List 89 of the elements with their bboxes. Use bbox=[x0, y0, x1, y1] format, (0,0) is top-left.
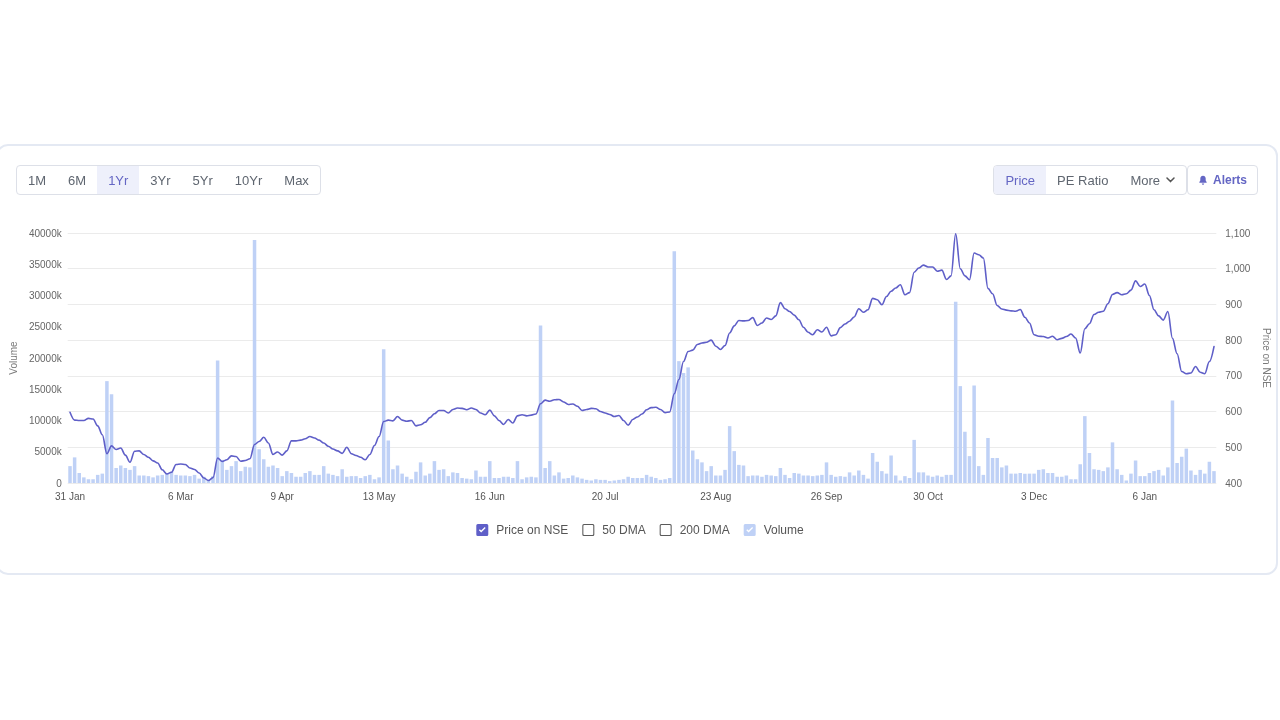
text: Max bbox=[273, 166, 320, 194]
y2-tick-label: 1,000 bbox=[1225, 263, 1251, 275]
bar bbox=[331, 474, 335, 483]
bar bbox=[843, 476, 847, 483]
text: 1Yr bbox=[97, 166, 140, 194]
text: 6M bbox=[57, 166, 98, 194]
text: More bbox=[1119, 166, 1186, 194]
text: 1M bbox=[17, 166, 58, 194]
text: 5Yr bbox=[181, 166, 224, 194]
text: Alerts bbox=[1187, 166, 1257, 194]
bar bbox=[308, 471, 312, 483]
y2-tick-label: 800 bbox=[1225, 334, 1243, 346]
bar bbox=[1023, 473, 1027, 483]
bar bbox=[174, 474, 178, 483]
bar bbox=[1069, 479, 1073, 483]
y2-tick-label: 400 bbox=[1225, 477, 1243, 489]
y2-tick-label: 700 bbox=[1225, 370, 1243, 382]
line-series bbox=[69, 232, 1215, 482]
bar bbox=[271, 465, 275, 483]
y2-axis-title: Price on NSE bbox=[1260, 327, 1272, 389]
bar bbox=[497, 478, 501, 483]
bar bbox=[621, 479, 626, 483]
bar bbox=[1152, 471, 1156, 483]
x-tick-label: 9 Apr bbox=[270, 490, 295, 502]
bar bbox=[972, 385, 976, 483]
y2-tick-label: 1,100 bbox=[1225, 227, 1251, 239]
x-tick-label: 30 Oct bbox=[913, 490, 943, 502]
y-axis-title: Volume bbox=[7, 340, 19, 375]
y2-tick-label: 500 bbox=[1225, 441, 1243, 453]
x-tick-label: 31 Jan bbox=[55, 490, 86, 502]
y-tick-label: 40000k bbox=[28, 227, 63, 239]
y-tick-label: 20000k bbox=[28, 352, 63, 364]
bar bbox=[575, 477, 580, 483]
bar bbox=[617, 479, 621, 483]
bar bbox=[686, 367, 690, 483]
legend-label: Volume bbox=[763, 523, 805, 537]
text: PE Ratio bbox=[1046, 166, 1120, 194]
bar bbox=[986, 438, 990, 483]
bar bbox=[372, 479, 377, 483]
x-tick-label: 6 Mar bbox=[167, 490, 195, 502]
bar bbox=[451, 472, 455, 483]
bar bbox=[580, 478, 584, 483]
bar bbox=[806, 475, 810, 483]
y-tick-label: 15000k bbox=[28, 383, 63, 395]
bar bbox=[760, 476, 764, 483]
bar bbox=[889, 455, 893, 483]
bar bbox=[474, 470, 478, 483]
bar bbox=[926, 475, 930, 483]
x-tick-label: 3 Dec bbox=[1021, 490, 1048, 502]
text: 3Yr bbox=[139, 166, 182, 194]
bar bbox=[105, 381, 109, 483]
x-tick-label: 16 Jun bbox=[474, 490, 505, 502]
bar bbox=[1032, 473, 1036, 483]
bar bbox=[234, 461, 238, 483]
x-tick-label: 13 May bbox=[362, 490, 396, 502]
y-tick-label: 0 bbox=[56, 477, 63, 489]
bar bbox=[294, 476, 298, 483]
x-tick-label: 26 Sep bbox=[810, 490, 843, 502]
bar bbox=[700, 462, 704, 483]
text: Price bbox=[994, 166, 1047, 194]
y2-tick-label: 900 bbox=[1225, 298, 1243, 310]
x-tick-label: 6 Jan bbox=[1132, 490, 1158, 502]
y2-tick-label: 600 bbox=[1225, 406, 1243, 418]
x-tick-label: 20 Jul bbox=[591, 490, 619, 502]
legend-label: 200 DMA bbox=[679, 523, 730, 537]
bar bbox=[1046, 473, 1050, 483]
bar bbox=[91, 479, 95, 483]
bar bbox=[903, 476, 907, 483]
legend-label: Price on NSE bbox=[496, 523, 569, 537]
bar bbox=[86, 479, 91, 483]
text: 10Yr bbox=[223, 166, 274, 194]
bar bbox=[188, 476, 192, 483]
bar bbox=[594, 479, 598, 483]
y-tick-label: 5000k bbox=[34, 446, 63, 458]
x-tick-label: 23 Aug bbox=[700, 490, 732, 502]
bar bbox=[640, 478, 644, 483]
bar bbox=[557, 472, 561, 483]
bar bbox=[603, 479, 607, 483]
bar bbox=[151, 477, 155, 483]
bar bbox=[547, 461, 552, 483]
y-tick-label: 10000k bbox=[28, 415, 63, 426]
y-tick-label: 25000k bbox=[28, 321, 63, 333]
bar bbox=[663, 479, 667, 483]
y-tick-label: 30000k bbox=[28, 290, 63, 301]
bar bbox=[524, 477, 529, 483]
bar bbox=[128, 469, 132, 483]
y-tick-label: 35000k bbox=[28, 258, 63, 270]
legend-label: 50 DMA bbox=[602, 523, 646, 537]
bar bbox=[354, 476, 358, 483]
